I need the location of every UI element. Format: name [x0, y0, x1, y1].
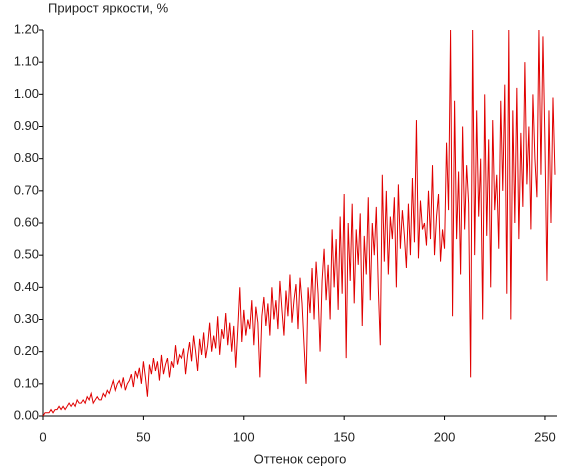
y-tick-label: 0.60 [14, 214, 39, 229]
x-axis-label: Оттенок серого [254, 451, 347, 466]
y-tick-label: 0.00 [14, 407, 39, 422]
y-tick-label: 0.80 [14, 150, 39, 165]
data-line [42, 29, 556, 417]
y-tick-label: 0.20 [14, 343, 39, 358]
y-tick-label: 0.50 [14, 247, 39, 262]
y-tick-label: 1.00 [14, 86, 39, 101]
y-tick-label: 1.10 [14, 54, 39, 69]
x-tick-label: 50 [136, 429, 150, 444]
x-tick-label: 150 [333, 429, 355, 444]
y-tick-label: 1.20 [14, 21, 39, 36]
y-tick-label: 0.10 [14, 375, 39, 390]
y-tick-label: 0.90 [14, 118, 39, 133]
y-tick-label: 0.30 [14, 311, 39, 326]
x-tick-label: 0 [39, 429, 46, 444]
y-tick-label: 0.40 [14, 279, 39, 294]
x-tick-label: 250 [534, 429, 556, 444]
x-tick-label: 100 [233, 429, 255, 444]
x-tick-label: 200 [434, 429, 456, 444]
chart-title: Прирост яркости, % [48, 0, 169, 15]
y-tick-label: 0.70 [14, 182, 39, 197]
